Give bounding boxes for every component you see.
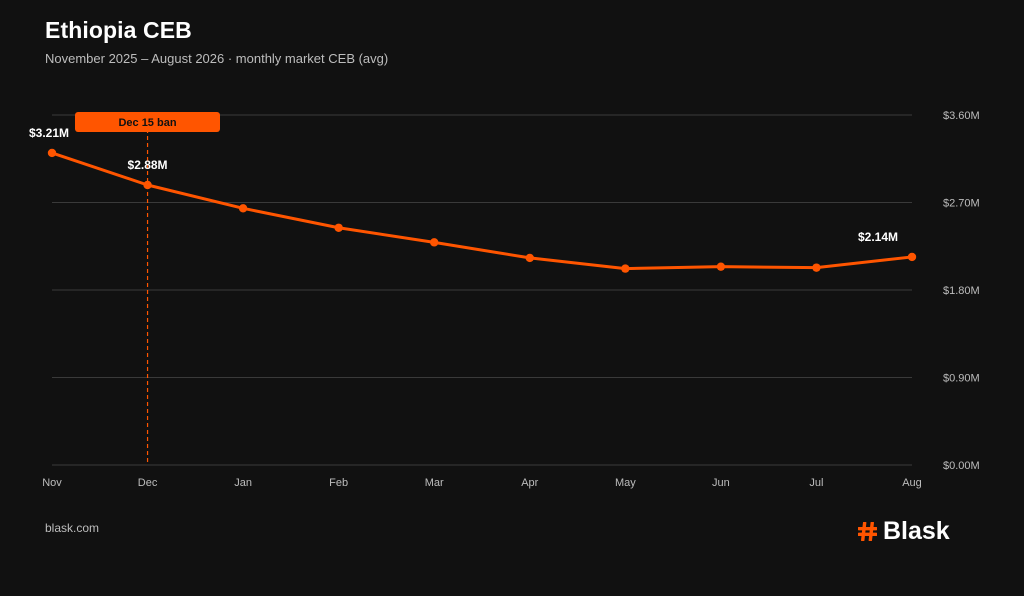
brand-name: Blask (883, 517, 950, 545)
data-point (907, 252, 917, 262)
data-point (238, 204, 248, 213)
y-tick-label: $2.70M (943, 198, 980, 210)
chart-title: Ethiopia CEB (45, 17, 192, 43)
y-tick-label: $0.00M (943, 460, 980, 472)
x-tick-label: Dec (138, 477, 158, 489)
brand-logo: Blask (858, 519, 950, 544)
data-labels: $3.21M $2.88M $2.14M (29, 126, 898, 244)
hash-icon (858, 522, 877, 541)
gridlines (52, 114, 912, 466)
data-label: $2.14M (858, 230, 898, 244)
x-tick-label: Jul (809, 477, 823, 489)
data-point (525, 253, 534, 263)
chart-subtitle: November 2025 – August 2026 · monthly ma… (45, 51, 389, 66)
x-axis-ticks: Nov Dec Jan Feb Mar Apr May Jun Jul Aug (42, 477, 922, 489)
x-tick-label: May (615, 477, 636, 489)
x-tick-label: Jun (712, 477, 730, 489)
y-tick-label: $3.60M (943, 110, 980, 122)
y-tick-label: $1.80M (943, 285, 980, 297)
series-layer (47, 148, 917, 273)
annotations: Dec 15 ban (75, 112, 220, 465)
data-label: $3.21M (29, 126, 69, 140)
y-tick-label: $0.90M (943, 373, 980, 385)
x-tick-label: Aug (902, 477, 922, 489)
footer-url[interactable]: blask.com (45, 521, 100, 535)
annotation-label: Dec 15 ban (118, 117, 176, 129)
data-point (812, 263, 821, 272)
data-point (334, 223, 343, 232)
data-point (716, 262, 726, 271)
data-point (47, 148, 57, 158)
x-tick-label: Apr (521, 477, 538, 489)
annotation-tag (75, 112, 220, 132)
y-axis-ticks: $0.00M $0.90M $1.80M $2.70M $3.60M (943, 110, 980, 472)
x-tick-label: Nov (42, 477, 62, 489)
x-tick-label: Feb (329, 477, 348, 489)
data-point (621, 264, 630, 273)
data-point (430, 238, 439, 247)
data-point (143, 180, 152, 190)
data-label: $2.88M (128, 158, 168, 172)
series-line (50, 151, 914, 271)
x-tick-label: Jan (234, 477, 252, 489)
x-tick-label: Mar (425, 477, 444, 489)
